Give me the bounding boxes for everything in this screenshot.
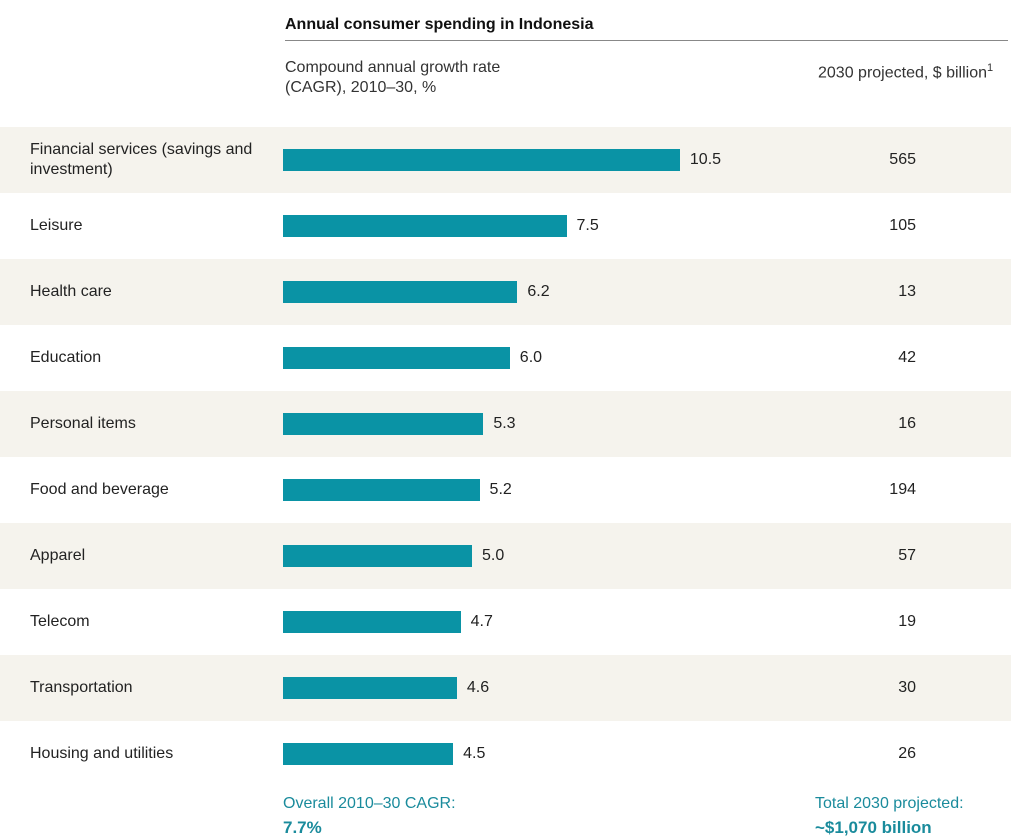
overall-value: 7.7% bbox=[283, 818, 322, 837]
total-value: ~$1,070 billion bbox=[815, 818, 932, 837]
overall-label: Overall 2010–30 CAGR: bbox=[283, 795, 456, 812]
bar bbox=[283, 545, 472, 567]
value-label: 4.6 bbox=[466, 679, 490, 696]
projected-value: 16 bbox=[898, 415, 916, 432]
value-label: 4.7 bbox=[470, 613, 493, 630]
value-label: 4.5 bbox=[463, 745, 486, 762]
projected-value: 13 bbox=[898, 283, 916, 300]
category-label: Transportation bbox=[30, 679, 133, 696]
value-header: Compound annual growth rate (CAGR), 2010… bbox=[285, 59, 501, 96]
projected-value: 194 bbox=[889, 481, 916, 498]
category-label: Personal items bbox=[30, 415, 136, 432]
category-label: Housing and utilities bbox=[30, 745, 174, 762]
bar bbox=[283, 149, 680, 171]
category-label: Financial services (savings and investme… bbox=[30, 141, 253, 178]
category-label: Leisure bbox=[30, 217, 83, 234]
bar bbox=[283, 281, 518, 303]
category-label: Education bbox=[30, 349, 102, 366]
bar bbox=[283, 743, 454, 765]
title-rule bbox=[285, 40, 1008, 41]
bar bbox=[283, 347, 510, 369]
value-label: 5.3 bbox=[493, 415, 516, 432]
bar bbox=[283, 611, 461, 633]
value-label: 5.0 bbox=[482, 547, 505, 564]
category-label: Telecom bbox=[30, 613, 90, 630]
row-band bbox=[0, 523, 1011, 589]
projected-value: 19 bbox=[898, 613, 916, 630]
projected-value: 105 bbox=[889, 217, 916, 234]
value-label: 6.0 bbox=[519, 349, 543, 366]
projected-header: 2030 projected, $ billion1 bbox=[818, 58, 998, 83]
projected-value: 26 bbox=[898, 745, 916, 762]
category-label: Apparel bbox=[30, 547, 86, 564]
bar bbox=[283, 479, 480, 501]
projected-value: 565 bbox=[889, 151, 916, 168]
footnote-marker: 1 bbox=[987, 62, 994, 74]
projected-value: 57 bbox=[898, 547, 916, 564]
category-label: Health care bbox=[30, 283, 112, 300]
value-label: 5.2 bbox=[489, 481, 512, 498]
value-label: 6.2 bbox=[527, 283, 550, 300]
bar bbox=[283, 413, 484, 435]
total-label: Total 2030 projected: bbox=[815, 795, 964, 812]
value-label: 7.5 bbox=[576, 217, 599, 234]
row-band bbox=[0, 391, 1011, 457]
value-label: 10.5 bbox=[689, 151, 722, 168]
bar bbox=[283, 215, 567, 237]
projected-value: 42 bbox=[898, 349, 916, 366]
chart-title: Annual consumer spending in Indonesia bbox=[285, 16, 594, 33]
row-band bbox=[0, 655, 1011, 721]
projected-header-text: 2030 projected, $ billion bbox=[818, 64, 988, 82]
bar bbox=[283, 677, 457, 699]
projected-value: 30 bbox=[898, 679, 916, 696]
category-label: Food and beverage bbox=[30, 481, 169, 498]
